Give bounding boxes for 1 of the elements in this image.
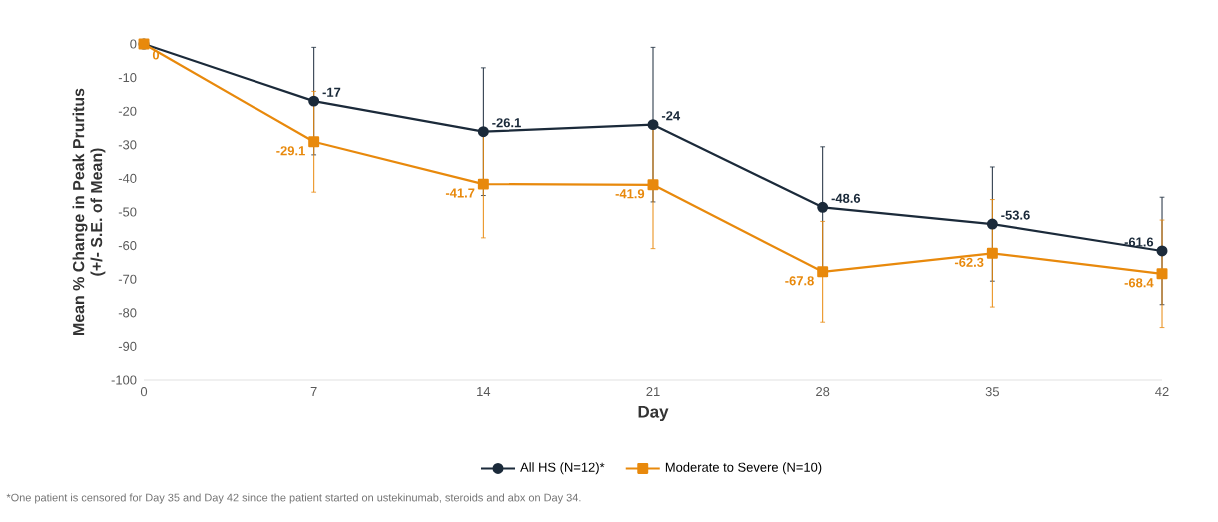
x-axis-title: Day <box>638 405 669 422</box>
